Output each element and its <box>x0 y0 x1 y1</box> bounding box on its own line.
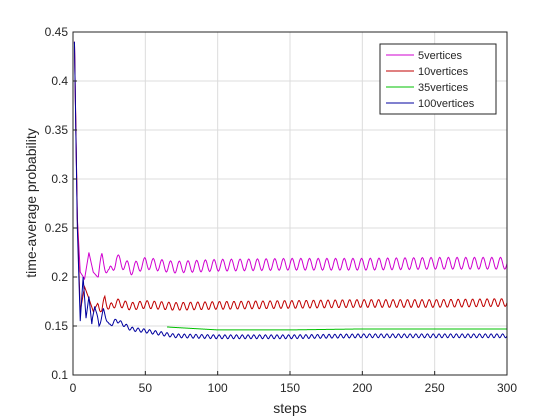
y-tick-label: 0.35 <box>45 123 69 137</box>
x-tick-label: 200 <box>352 381 372 395</box>
series-line-5vertices <box>73 41 508 281</box>
y-axis-label: time-average probability <box>23 128 39 277</box>
x-tick-label: 300 <box>497 381 517 395</box>
x-axis-label: steps <box>273 400 306 416</box>
legend-label: 100vertices <box>418 98 475 110</box>
series-line-100vertices <box>73 41 508 340</box>
x-tick-label: 150 <box>280 381 300 395</box>
x-tick-label: 0 <box>70 381 77 395</box>
y-tick-label: 0.15 <box>45 319 69 333</box>
y-tick-label: 0.1 <box>51 368 68 382</box>
legend: 5vertices 10vertices 35vertices 100vertices <box>379 43 497 115</box>
y-axis: 0.1 0.15 0.2 0.25 0.3 0.35 0.4 0.45 <box>45 25 77 382</box>
x-axis: 0 50 100 150 200 250 300 <box>70 371 517 395</box>
series-line-10vertices <box>73 41 508 313</box>
series-line-35vertices <box>167 326 507 331</box>
legend-box <box>379 43 497 115</box>
x-tick-label: 100 <box>208 381 228 395</box>
y-tick-label: 0.4 <box>51 74 68 88</box>
legend-label: 10vertices <box>418 66 469 78</box>
y-tick-label: 0.2 <box>51 270 68 284</box>
legend-label: 35vertices <box>418 82 469 94</box>
legend-label: 5vertices <box>418 50 463 62</box>
x-tick-label: 250 <box>425 381 445 395</box>
y-tick-label: 0.25 <box>45 221 69 235</box>
x-tick-label: 50 <box>139 381 153 395</box>
y-tick-label: 0.3 <box>51 172 68 186</box>
y-tick-label: 0.45 <box>45 25 69 39</box>
series-layer <box>73 41 508 340</box>
